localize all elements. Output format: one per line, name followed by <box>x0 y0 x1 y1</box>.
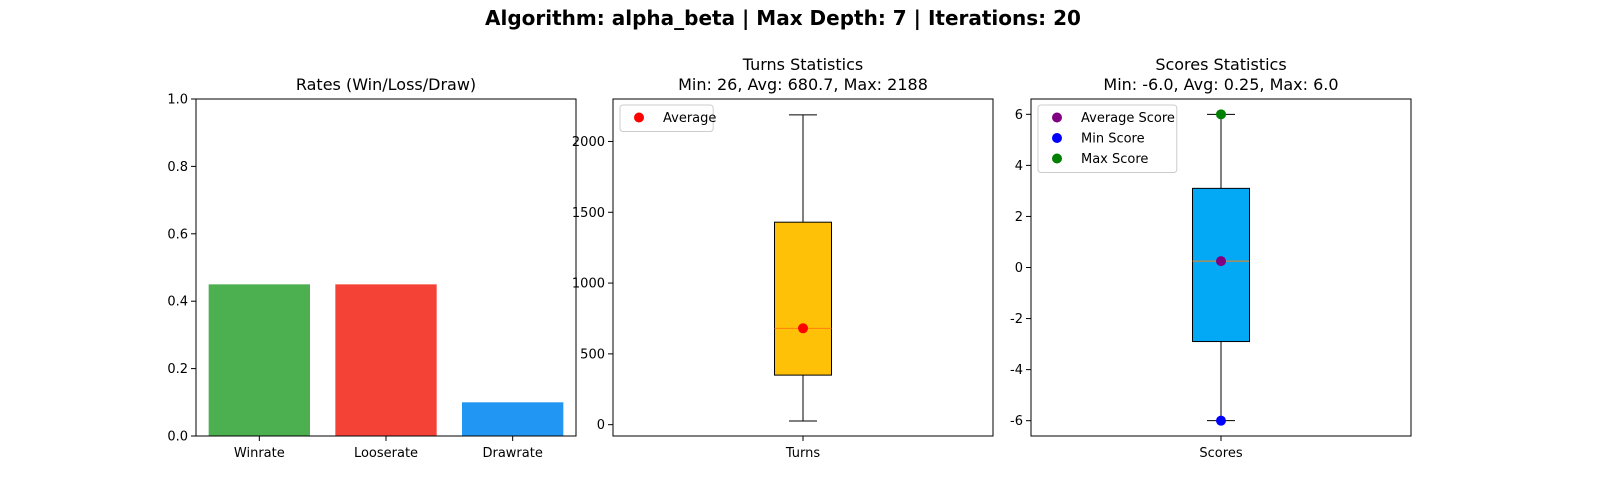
scores-ytick-label: 6 <box>1015 108 1023 123</box>
scores-xtick-label: Scores <box>1199 446 1242 461</box>
turns-ytick-label: 500 <box>580 347 605 362</box>
scores-ytick-label: 2 <box>1015 210 1023 225</box>
rates-ytick-label: 0.6 <box>167 227 188 242</box>
turns-xtick-label: Turns <box>785 446 821 461</box>
scores-ytick-label: -2 <box>1010 312 1023 327</box>
turns-ytick-label: 0 <box>597 418 605 433</box>
rates-ytick-label: 0.8 <box>167 160 188 175</box>
scores-marker-min-score <box>1216 415 1226 426</box>
scores-legend-marker <box>1052 133 1062 143</box>
bar-looserate <box>335 284 437 436</box>
rates-xtick-label: Looserate <box>354 446 418 461</box>
rates-xtick-label: Drawrate <box>482 446 542 461</box>
figure-suptitle: Algorithm: alpha_beta | Max Depth: 7 | I… <box>485 6 1081 30</box>
turns-ytick-label: 1500 <box>572 206 605 221</box>
turns-marker-average <box>798 323 808 334</box>
rates-panel: Rates (Win/Loss/Draw) 0.0 0.2 0.4 0.6 0.8 1.0… <box>167 75 577 461</box>
turns-panel: Turns Statistics Min: 26, Avg: 680.7, Ma… <box>572 55 994 461</box>
rates-ytick-label: 0.4 <box>167 295 188 310</box>
scores-panel: Scores Statistics Min: -6.0, Avg: 0.25, … <box>1010 55 1412 461</box>
scores-ytick-label: 0 <box>1015 261 1023 276</box>
scores-ytick-label: 4 <box>1015 159 1023 174</box>
turns-legend-box <box>619 104 714 132</box>
turns-ytick-label: 1000 <box>572 277 605 292</box>
scores-marker-average-score <box>1216 256 1226 267</box>
turns-axes-frame <box>612 98 994 437</box>
scores-ytick-label: -6 <box>1010 414 1023 429</box>
scores-legend-box <box>1037 104 1178 173</box>
rates-ytick-label: 0.2 <box>167 362 188 377</box>
scores-axes-frame <box>1030 98 1412 437</box>
scores-legend-marker <box>1052 153 1062 164</box>
turns-legend-marker <box>634 112 644 123</box>
scores-legend-label: Min Score <box>1081 132 1145 147</box>
scores-legend-label: Max Score <box>1081 152 1148 167</box>
turns-box <box>774 221 832 376</box>
rates-ytick-label: 0.0 <box>167 430 188 445</box>
rates-axes-frame <box>195 98 577 437</box>
rates-xtick-label: Winrate <box>234 446 285 461</box>
scores-ytick-label: -4 <box>1010 363 1023 378</box>
rates-ytick-label: 1.0 <box>167 93 188 108</box>
bar-winrate <box>208 284 310 436</box>
scores-legend-marker <box>1052 112 1062 123</box>
bar-drawrate <box>462 402 564 436</box>
turns-subtitle: Min: 26, Avg: 680.7, Max: 2188 <box>678 75 928 94</box>
scores-legend-label: Average Score <box>1081 111 1175 126</box>
scores-marker-max-score <box>1216 109 1226 120</box>
scores-title: Scores Statistics <box>1155 55 1286 74</box>
rates-title: Rates (Win/Loss/Draw) <box>296 75 476 94</box>
turns-ytick-label: 2000 <box>572 135 605 150</box>
turns-title: Turns Statistics <box>742 55 863 74</box>
scores-subtitle: Min: -6.0, Avg: 0.25, Max: 6.0 <box>1103 75 1338 94</box>
turns-legend-label: Average <box>663 111 716 126</box>
